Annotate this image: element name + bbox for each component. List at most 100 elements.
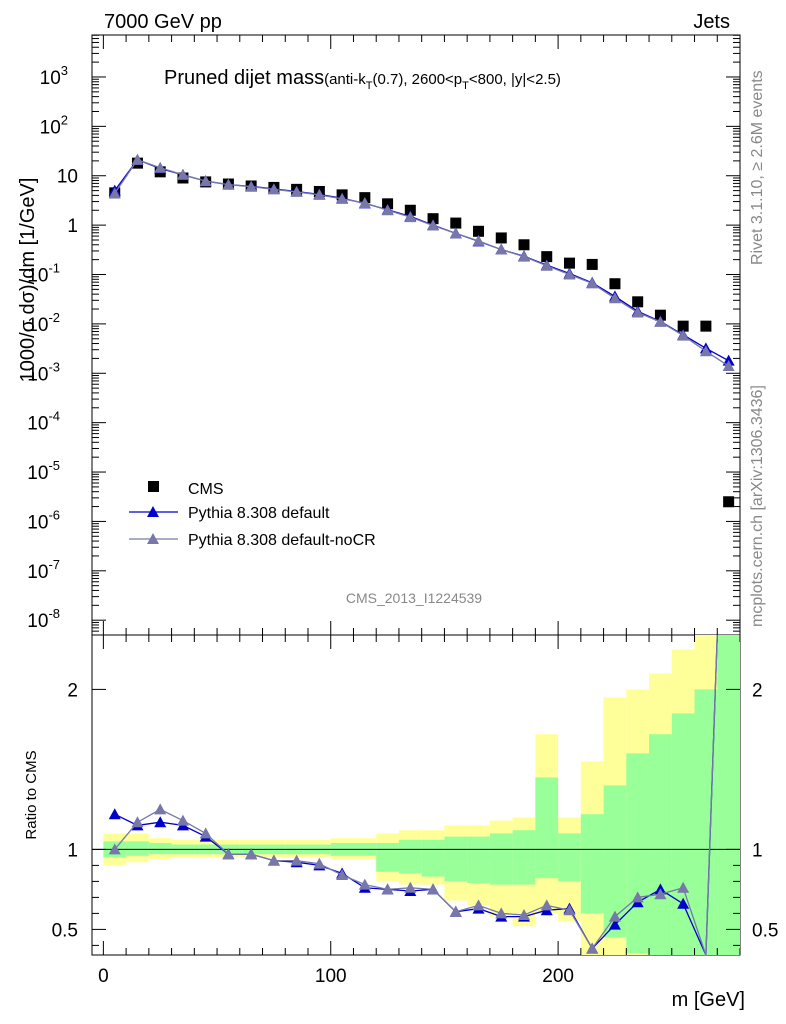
cms-data-point	[677, 320, 689, 332]
main-y-tick-label: 103	[40, 63, 68, 89]
mc-point	[586, 277, 599, 289]
band-inner-bin	[558, 833, 581, 882]
ratio-ticks: 0 100 200 0.5 0.5 1 1 2 2	[52, 635, 778, 987]
mc-point	[108, 187, 121, 199]
ratio-point	[654, 888, 667, 900]
mc-point	[131, 153, 144, 165]
mc-point	[381, 204, 394, 216]
ratio-point	[222, 848, 235, 860]
band-inner-bin	[671, 713, 695, 955]
mc-point	[472, 234, 485, 246]
band-inner-bin	[694, 689, 718, 955]
legend-marker-default	[147, 506, 159, 517]
ratio-y-tick-label: 2	[67, 680, 78, 701]
band-inner-bin	[649, 734, 672, 955]
cms-data-point	[518, 239, 530, 251]
ratio-y-tick-label-right: 0.5	[752, 920, 778, 941]
mc-point	[631, 306, 644, 318]
mc-point	[199, 175, 212, 187]
cms-data-point	[723, 496, 735, 508]
cms-data-point	[404, 204, 416, 216]
main-y-ticks: 10310210110-110-210-310-410-510-610-710-…	[27, 34, 741, 635]
ratio-point	[449, 905, 462, 917]
main-y-tick-label: 1	[67, 216, 78, 237]
main-y-tick-label: 10-4	[27, 409, 60, 435]
ratio-point	[108, 843, 121, 855]
band-inner-bin	[376, 843, 399, 872]
legend-marker-nocr	[147, 533, 159, 544]
mc-point	[654, 315, 667, 327]
ratio-point	[404, 881, 417, 893]
mc-point	[358, 197, 371, 209]
ratio-point	[176, 814, 189, 826]
ratio-point	[677, 881, 690, 893]
legend-label-cms: CMS	[188, 481, 224, 498]
x-axis-label: m [GeV]	[672, 989, 745, 1011]
ratio-point	[154, 816, 167, 828]
cms-data-point	[495, 232, 507, 244]
ratio-point	[518, 909, 530, 920]
ratio-y-tick-label-right: 2	[752, 680, 763, 701]
x-tick-label: 200	[542, 966, 574, 987]
band-inner-bin	[148, 843, 172, 855]
band-inner-bin	[444, 836, 468, 882]
cms-data-point	[450, 217, 462, 229]
ratio-point	[154, 803, 167, 815]
band-inner-bin	[626, 753, 650, 954]
band-inner-bin	[421, 839, 445, 877]
header-right: Jets	[693, 11, 730, 33]
legend: CMS Pythia 8.308 default Pythia 8.308 de…	[129, 481, 376, 549]
cms-data-point	[541, 251, 553, 263]
ratio-series	[108, 634, 718, 956]
band-inner-bin	[398, 839, 422, 874]
ratio-point	[290, 854, 303, 866]
mc-point	[518, 250, 530, 262]
rivet-label: Rivet 3.1.10, ≥ 2.6M events	[749, 70, 766, 265]
cms-data-point	[473, 225, 485, 237]
ratio-point	[540, 899, 553, 911]
ratio-point	[108, 808, 121, 820]
ratio-point	[472, 899, 485, 911]
ratio-point	[245, 848, 258, 860]
mc-line	[114, 159, 729, 362]
mc-point	[245, 180, 258, 192]
band-inner-bin	[467, 836, 490, 883]
mc-line	[114, 159, 729, 367]
main-y-tick-label: 10-7	[27, 557, 60, 583]
ratio-point	[677, 897, 690, 909]
ratio-point	[131, 816, 144, 828]
main-y-tick-label: 102	[40, 112, 68, 138]
x-tick-label: 0	[98, 966, 109, 987]
mc-point	[540, 259, 553, 271]
cms-data-point	[609, 278, 621, 290]
band-inner-bin	[126, 841, 149, 856]
mc-point	[427, 219, 440, 231]
band-inner-bin	[535, 777, 559, 879]
mcplots-label: mcplots.cern.ch [arXiv:1306.3436]	[749, 385, 766, 627]
band-inner-bin	[489, 833, 513, 885]
main-y-tick-label: 10-8	[27, 606, 60, 632]
mc-point	[313, 188, 326, 200]
ratio-point	[586, 942, 599, 954]
mc-point	[449, 227, 462, 239]
header-left: 7000 GeV pp	[104, 11, 222, 33]
ratio-point	[608, 910, 621, 922]
mc-point	[495, 243, 508, 255]
ratio-y-tick-label-right: 1	[752, 840, 763, 861]
x-tick-label: 100	[315, 966, 347, 987]
mc-point	[336, 192, 349, 204]
cms-data-point	[632, 296, 644, 308]
ratio-point	[563, 904, 576, 916]
ratio-y-tick-label: 1	[67, 840, 78, 861]
cms-data-point	[563, 257, 575, 269]
main-y-tick-label: 10	[57, 167, 78, 188]
analysis-watermark: CMS_2013_I1224539	[346, 590, 482, 606]
ratio-point	[358, 878, 371, 890]
mc-point	[404, 211, 417, 223]
ratio-uncertainty-bands	[103, 635, 740, 955]
cms-data-point	[427, 213, 439, 225]
mc-point	[176, 168, 189, 180]
main-series	[108, 153, 735, 508]
legend-marker-cms	[148, 481, 159, 492]
ratio-y-axis-label: Ratio to CMS	[23, 750, 40, 839]
